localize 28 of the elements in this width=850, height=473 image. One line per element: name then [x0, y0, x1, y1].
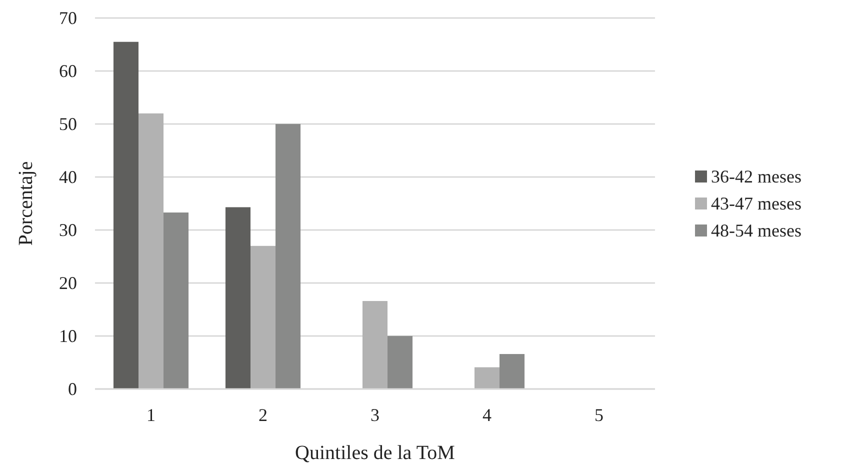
- y-tick-label: 30: [59, 220, 77, 240]
- x-tick-label: 5: [594, 405, 604, 425]
- x-tick-label: 3: [370, 405, 380, 425]
- bar: [500, 354, 525, 389]
- bar: [388, 336, 413, 389]
- bar: [362, 301, 388, 389]
- bar: [138, 113, 164, 389]
- x-tick-label: 4: [482, 405, 492, 425]
- x-axis-title: Quintiles de la ToM: [295, 442, 456, 464]
- legend-label: 43-47 meses: [711, 194, 802, 214]
- y-tick-label: 50: [59, 114, 77, 134]
- x-tick-label: 1: [146, 405, 156, 425]
- y-tick-label: 40: [59, 167, 77, 187]
- y-tick-label: 60: [59, 61, 77, 81]
- bar: [474, 367, 500, 389]
- bar: [276, 124, 301, 389]
- y-axis-title: Porcentaje: [15, 161, 37, 246]
- bar: [113, 42, 138, 389]
- y-tick-label: 0: [68, 379, 77, 399]
- bar: [225, 207, 250, 389]
- y-tick-label: 70: [59, 8, 77, 28]
- legend-label: 36-42 meses: [711, 166, 802, 186]
- legend-label: 48-54 meses: [711, 220, 802, 240]
- bar: [164, 212, 189, 389]
- y-tick-label: 20: [59, 273, 77, 293]
- x-tick-label: 2: [258, 405, 268, 425]
- y-tick-label: 10: [59, 326, 77, 346]
- bar: [250, 246, 276, 389]
